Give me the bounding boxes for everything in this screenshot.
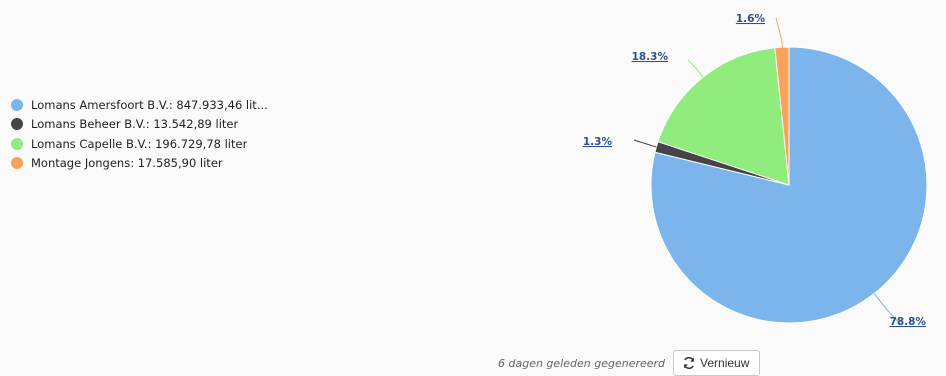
legend-marker <box>11 118 23 131</box>
legend-item-montage-jongens[interactable]: Montage Jongens: 17.585,90 liter <box>11 154 311 174</box>
label-lomans-amersfoort: 78.8% <box>890 316 927 328</box>
refresh-icon <box>683 357 695 369</box>
chart-footer: 6 dagen geleden gegenereerd Vernieuw <box>498 349 761 376</box>
refresh-button[interactable]: Vernieuw <box>673 350 761 376</box>
legend-item-lomans-capelle[interactable]: Lomans Capelle B.V.: 196.729,78 liter <box>11 134 311 154</box>
generated-timestamp: 6 dagen geleden gegenereerd <box>498 356 666 370</box>
label-lomans-beheer: 1.3% <box>583 136 613 148</box>
connector-line <box>633 139 657 148</box>
slice-lomans-capelle[interactable] <box>657 47 790 186</box>
legend-marker <box>11 157 23 170</box>
refresh-label: Vernieuw <box>700 356 750 370</box>
connector-line <box>687 59 703 78</box>
connector-line <box>873 293 903 326</box>
legend: Lomans Amersfoort B.V.: 847.933,46 lit..… <box>11 95 311 173</box>
label-montage-jongens: 1.6% <box>736 13 766 25</box>
legend-marker <box>11 137 23 150</box>
legend-item-lomans-amersfoort[interactable]: Lomans Amersfoort B.V.: 847.933,46 lit..… <box>11 95 311 115</box>
legend-marker <box>11 98 23 111</box>
legend-item-lomans-beheer[interactable]: Lomans Beheer B.V.: 13.542,89 liter <box>11 115 311 135</box>
label-lomans-capelle: 18.3% <box>632 51 669 63</box>
connector-line <box>775 17 783 48</box>
